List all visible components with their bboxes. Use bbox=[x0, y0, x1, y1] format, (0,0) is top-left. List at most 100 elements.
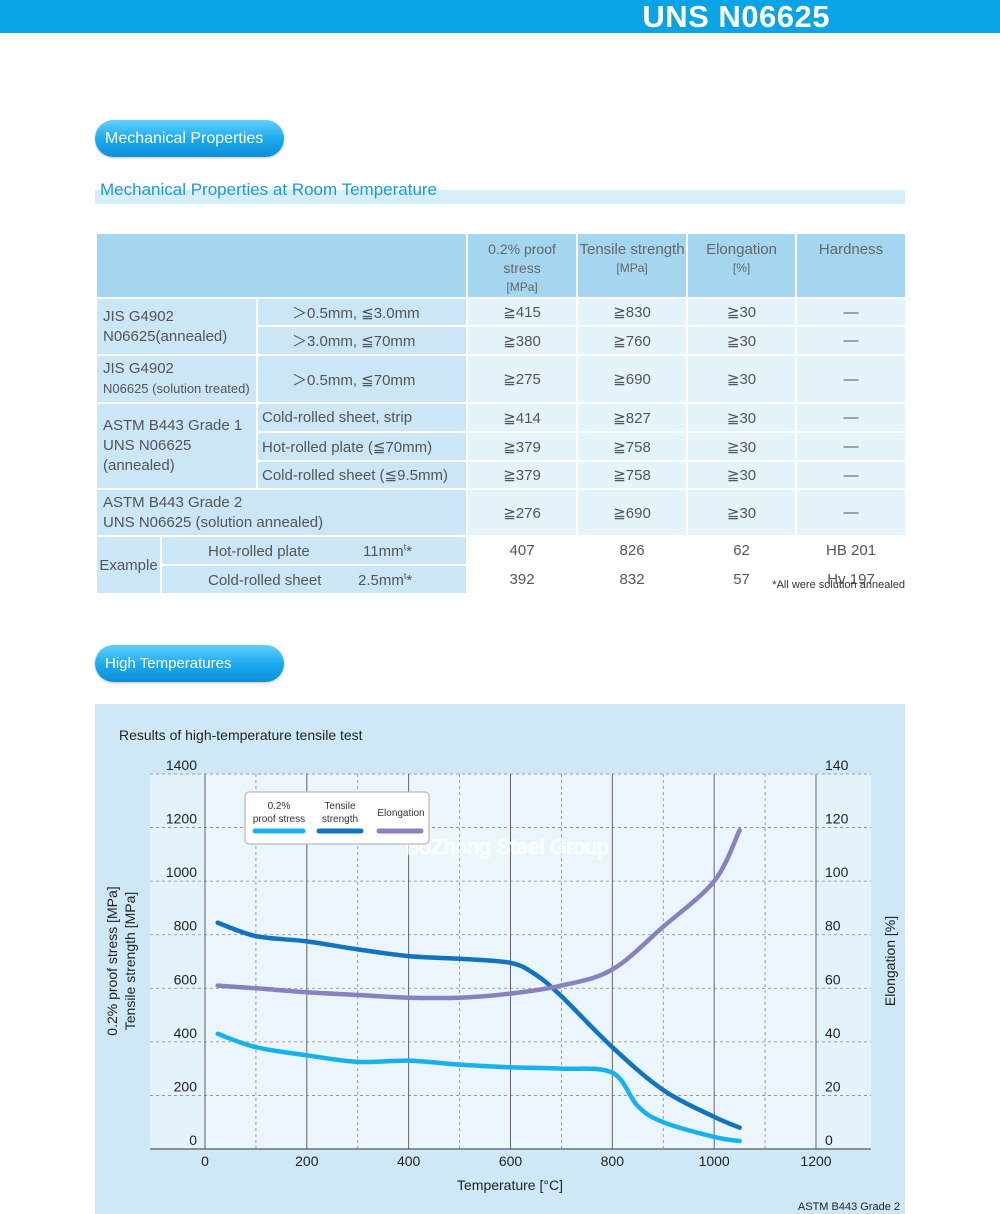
y-axis-label-tensile: Tensile strength [MPa] bbox=[122, 892, 138, 1031]
elongation-cell: ≧30 bbox=[686, 325, 798, 356]
heading-underline-band bbox=[95, 190, 905, 204]
header-elongation-unit: [%] bbox=[732, 261, 751, 275]
example-product-cell: Cold-rolled sheet 2.5mmt* bbox=[159, 564, 469, 595]
y-tick-label-left: 0 bbox=[189, 1132, 197, 1148]
proof-stress-cell: 407 bbox=[466, 535, 579, 566]
legend-label-tensile-line1: Tensile bbox=[324, 801, 356, 812]
y-tick-label-left: 800 bbox=[174, 918, 198, 934]
elongation-cell: ≧30 bbox=[686, 297, 798, 327]
high-temperature-chart: 0200400600800100012001400020406080100120… bbox=[104, 727, 900, 1213]
elongation-cell: ≧30 bbox=[686, 460, 798, 490]
header-hardness: Hardness bbox=[795, 232, 908, 299]
tensile-strength-cell: ≧830 bbox=[576, 297, 689, 327]
condition-cell: ＞0.5mm, ≦70mm bbox=[255, 354, 469, 404]
spec-astm-grade2: ASTM B443 Grade 2 UNS N06625 (solution a… bbox=[94, 488, 469, 537]
table-row: Hot-rolled plate (≦70mm) ≧379 ≧758 ≧30 — bbox=[96, 431, 908, 462]
table-row: JIS G4902 N06625(annealed) ＞0.5mm, ≦3.0m… bbox=[95, 297, 908, 356]
chart-panel: 0 200 400 600 800 1000 1200 1400 0 20 40 60 80 100 120… bbox=[95, 704, 905, 1214]
room-temperature-heading-text: Mechanical Properties at Room Temperatur… bbox=[100, 180, 438, 199]
y-tick-label-right: 40 bbox=[825, 1025, 841, 1041]
y-tick-label-left: 1400 bbox=[166, 757, 197, 773]
hardness-cell: — bbox=[795, 297, 908, 327]
title-bar: UNS N06625 bbox=[0, 0, 1000, 33]
x-tick-label: 200 bbox=[295, 1153, 319, 1169]
hardness-cell: — bbox=[795, 354, 908, 404]
table-row: JIS G4902 N06625 (solution treated) ＞0.5… bbox=[95, 354, 908, 404]
hardness-cell: — bbox=[795, 460, 908, 490]
tensile-strength-cell: ≧827 bbox=[576, 402, 689, 433]
table-row: ＞3.0mm, ≦70mm ≧380 ≧760 ≧30 — bbox=[96, 325, 908, 356]
table-row: ASTM B443 Grade 1 UNS N06625 (annealed) … bbox=[95, 402, 908, 490]
y-tick-label-left: 600 bbox=[174, 971, 198, 987]
spec-jis-solution-treated: JIS G4902 N06625 (solution treated) bbox=[95, 354, 258, 404]
legend-label-proof-stress-line1: 0.2% bbox=[268, 801, 291, 812]
hardness-cell: HB 201 bbox=[795, 535, 908, 566]
table-row: Cold-rolled sheet (≦9.5mm) ≧379 ≧758 ≧30… bbox=[96, 460, 908, 490]
y-tick-label-right: 100 bbox=[825, 864, 849, 880]
legend: 0.2% proof stress Tensile strength Elong… bbox=[244, 791, 430, 845]
proof-stress-cell: 392 bbox=[466, 564, 579, 595]
series-lines bbox=[215, 828, 742, 1144]
example-size: 2.5mm bbox=[358, 571, 404, 589]
elongation-cell: 57 bbox=[686, 564, 798, 595]
room-temperature-heading: Mechanical Properties at Room Temperatur… bbox=[95, 180, 905, 204]
tensile-strength-cell: ≧758 bbox=[576, 431, 689, 462]
proof-stress-cell: ≧276 bbox=[466, 488, 579, 537]
example-asterisk: * bbox=[406, 542, 412, 560]
tensile-strength-cell: ≧758 bbox=[576, 460, 689, 490]
y-tick-label-left: 1000 bbox=[166, 864, 197, 880]
proof-stress-cell: ≧415 bbox=[466, 297, 579, 327]
table-header-row: 0.2% proof stress [MPa] Tensile strength… bbox=[94, 232, 908, 299]
x-tick-label: 0 bbox=[201, 1153, 209, 1169]
elongation-cell: ≧30 bbox=[686, 431, 798, 462]
example-product-cell: Hot-rolled plate 11mmt* bbox=[159, 535, 469, 566]
spec-line: UNS N06625 (solution annealed) bbox=[103, 513, 324, 531]
x-tick-label: 600 bbox=[499, 1153, 523, 1169]
chart-title: Results of high-temperature tensile test bbox=[119, 727, 363, 743]
header-proof-stress: 0.2% proof stress [MPa] bbox=[466, 232, 579, 299]
proof-stress-cell: ≧379 bbox=[466, 431, 579, 462]
x-tick-label: 1200 bbox=[800, 1153, 831, 1169]
spec-line: N06625 (solution treated) bbox=[103, 381, 250, 396]
chart-footnote: ASTM B443 Grade 2 bbox=[798, 1201, 900, 1213]
spec-line: ASTM B443 Grade 2 bbox=[103, 493, 243, 511]
condition-cell: Hot-rolled plate (≦70mm) bbox=[255, 431, 469, 462]
hardness-cell: — bbox=[795, 325, 908, 356]
proof-stress-cell: ≧379 bbox=[466, 460, 579, 490]
x-tick-label: 1000 bbox=[699, 1153, 730, 1169]
spec-line: UNS N06625 bbox=[103, 437, 192, 454]
legend-label-tensile-line2: strength bbox=[322, 814, 358, 825]
y-tick-label-left: 1200 bbox=[166, 811, 197, 827]
header-hardness-name: Hardness bbox=[818, 241, 884, 258]
watermark-text: BoZhong Steel Group bbox=[405, 836, 608, 859]
section-badge-high-temperature: High Temperatures Strength bbox=[95, 645, 284, 709]
elongation-cell: 62 bbox=[686, 535, 798, 566]
x-tick-label: 400 bbox=[397, 1153, 421, 1169]
condition-cell: Cold-rolled sheet (≦9.5mm) bbox=[255, 460, 469, 490]
condition-cell: ＞3.0mm, ≦70mm bbox=[255, 325, 469, 356]
y-tick-label-left: 200 bbox=[174, 1078, 198, 1094]
hardness-cell: Hv 197 bbox=[795, 564, 908, 595]
legend-label-proof-stress-line2: proof stress bbox=[253, 814, 305, 825]
spec-astm-grade1: ASTM B443 Grade 1 UNS N06625 (annealed) bbox=[95, 402, 258, 490]
header-elongation-name: Elongation bbox=[706, 241, 777, 258]
tensile-strength-cell: ≧690 bbox=[576, 488, 689, 537]
tensile-strength-cell: ≧760 bbox=[576, 325, 689, 356]
elongation-cell: ≧30 bbox=[686, 354, 798, 404]
x-axis-label: Temperature [°C] bbox=[457, 1177, 563, 1193]
example-asterisk: * bbox=[406, 571, 413, 589]
example-size-superscript: t bbox=[403, 570, 407, 581]
y-axis-label-proof-stress: 0.2% proof stress [MPa] bbox=[104, 886, 120, 1035]
mechanical-properties-table: 0.2% proof stress [MPa] Tensile strength… bbox=[94, 232, 908, 595]
example-product: Hot-rolled plate bbox=[208, 542, 310, 560]
elongation-cell: ≧30 bbox=[686, 488, 798, 537]
spec-line: ASTM B443 Grade 1 bbox=[103, 417, 243, 434]
spec-line: (annealed) bbox=[103, 457, 175, 474]
spec-line: JIS G4902 bbox=[103, 307, 174, 325]
x-tick-label: 800 bbox=[601, 1153, 625, 1169]
example-row: Example Hot-rolled plate 11mmt* 407 826 6… bbox=[95, 535, 908, 595]
example-size: 11mm bbox=[363, 542, 404, 560]
header-elongation: Elongation [%] bbox=[686, 232, 798, 299]
table-footnote: *All were solution annealed bbox=[772, 579, 905, 591]
y-tick-label-right: 60 bbox=[825, 971, 841, 987]
